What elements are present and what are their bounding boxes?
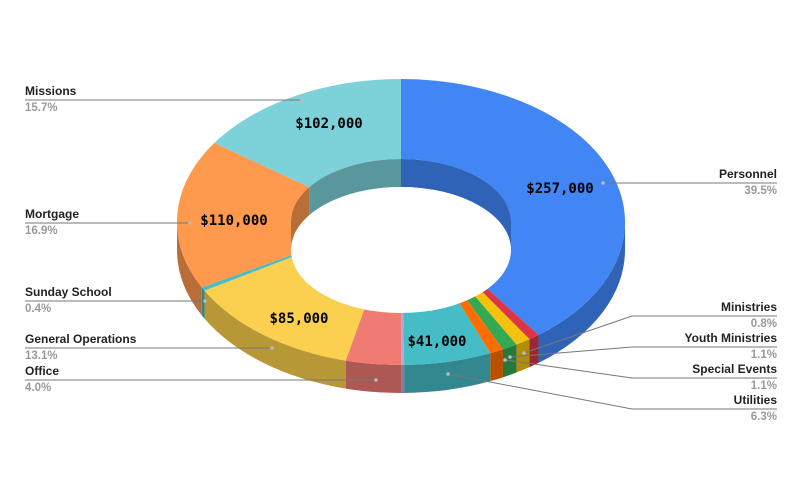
data-label-mortgage: $110,000	[200, 213, 267, 229]
data-label-general-operations: $85,000	[269, 311, 328, 327]
slice-missions	[214, 79, 401, 188]
label-percent-office: 4.0%	[25, 382, 51, 394]
inner-wall-missions	[309, 159, 401, 216]
label-name-utilities: Utilities	[734, 393, 778, 407]
slice-sunday-school	[201, 250, 305, 291]
label-percent-general-operations: 13.1%	[25, 350, 58, 362]
slice-side-office-main	[345, 360, 402, 393]
slice-mortgage	[176, 142, 310, 288]
label-name-ministries: Ministries	[721, 300, 777, 314]
donut-sides	[177, 222, 625, 393]
label-percent-sunday-school: 0.4%	[25, 303, 51, 315]
label-percent-missions: 15.7%	[25, 102, 58, 114]
inner-wall-mortgage	[291, 187, 310, 250]
label-percent-utilities: 6.3%	[751, 411, 777, 423]
leader-dot-missions	[300, 98, 304, 102]
slice-side-ministries	[529, 334, 539, 368]
label-name-personnel: Personnel	[719, 167, 777, 181]
leader-dot-general-operations	[270, 346, 274, 350]
label-name-sunday-school: Sunday School	[25, 285, 112, 299]
leader-line-ministries	[523, 315, 777, 354]
label-name-special-events: Special Events	[692, 362, 777, 376]
label-name-office: Office	[25, 364, 59, 378]
leader-dot-special-events	[503, 358, 507, 362]
label-percent-mortgage: 16.9%	[25, 225, 58, 237]
slice-personnel	[401, 79, 626, 335]
inner-wall-personnel	[401, 159, 511, 250]
label-name-missions: Missions	[25, 84, 77, 98]
label-percent-special-events: 1.1%	[751, 380, 777, 392]
slice-side-utilities	[490, 349, 503, 382]
category-labels: Missions 15.7% Mortgage 16.9% Sunday School 0…	[25, 84, 777, 423]
leader-dot-sunday-school	[203, 299, 207, 303]
leader-dot-utilities	[446, 372, 450, 376]
leader-line-youth-ministries	[509, 346, 777, 358]
slice-side-office	[401, 364, 405, 393]
slice-side-personnel	[538, 222, 625, 363]
leader-dot-personnel	[601, 181, 605, 185]
data-label-missions: $102,000	[295, 116, 362, 132]
leader-dot-office	[374, 378, 378, 382]
label-name-youth-ministries: Youth Ministries	[685, 331, 778, 345]
data-label-personnel: $257,000	[526, 181, 593, 197]
label-percent-ministries: 0.8%	[751, 318, 777, 330]
label-percent-youth-ministries: 1.1%	[751, 349, 777, 361]
data-label-utilities-main: $41,000	[407, 334, 466, 350]
leader-dot-youth-ministries	[508, 355, 512, 359]
label-percent-personnel: 39.5%	[744, 185, 777, 197]
slice-side-sunday-school	[201, 287, 205, 319]
donut-hole	[291, 187, 511, 313]
leader-dot-ministries	[522, 351, 526, 355]
slice-side-mortgage	[177, 222, 202, 316]
leader-line-utilities	[447, 373, 777, 410]
label-name-general-operations: General Operations	[25, 332, 137, 346]
donut-inner-wall	[291, 159, 511, 313]
leader-line-special-events	[504, 359, 777, 379]
leader-dot-mortgage	[188, 221, 192, 225]
label-name-mortgage: Mortgage	[25, 207, 79, 221]
data-labels: $257,000 $41,000 $85,000 $110,000 $102,000	[200, 116, 593, 350]
slice-side-general-operations	[204, 290, 346, 389]
